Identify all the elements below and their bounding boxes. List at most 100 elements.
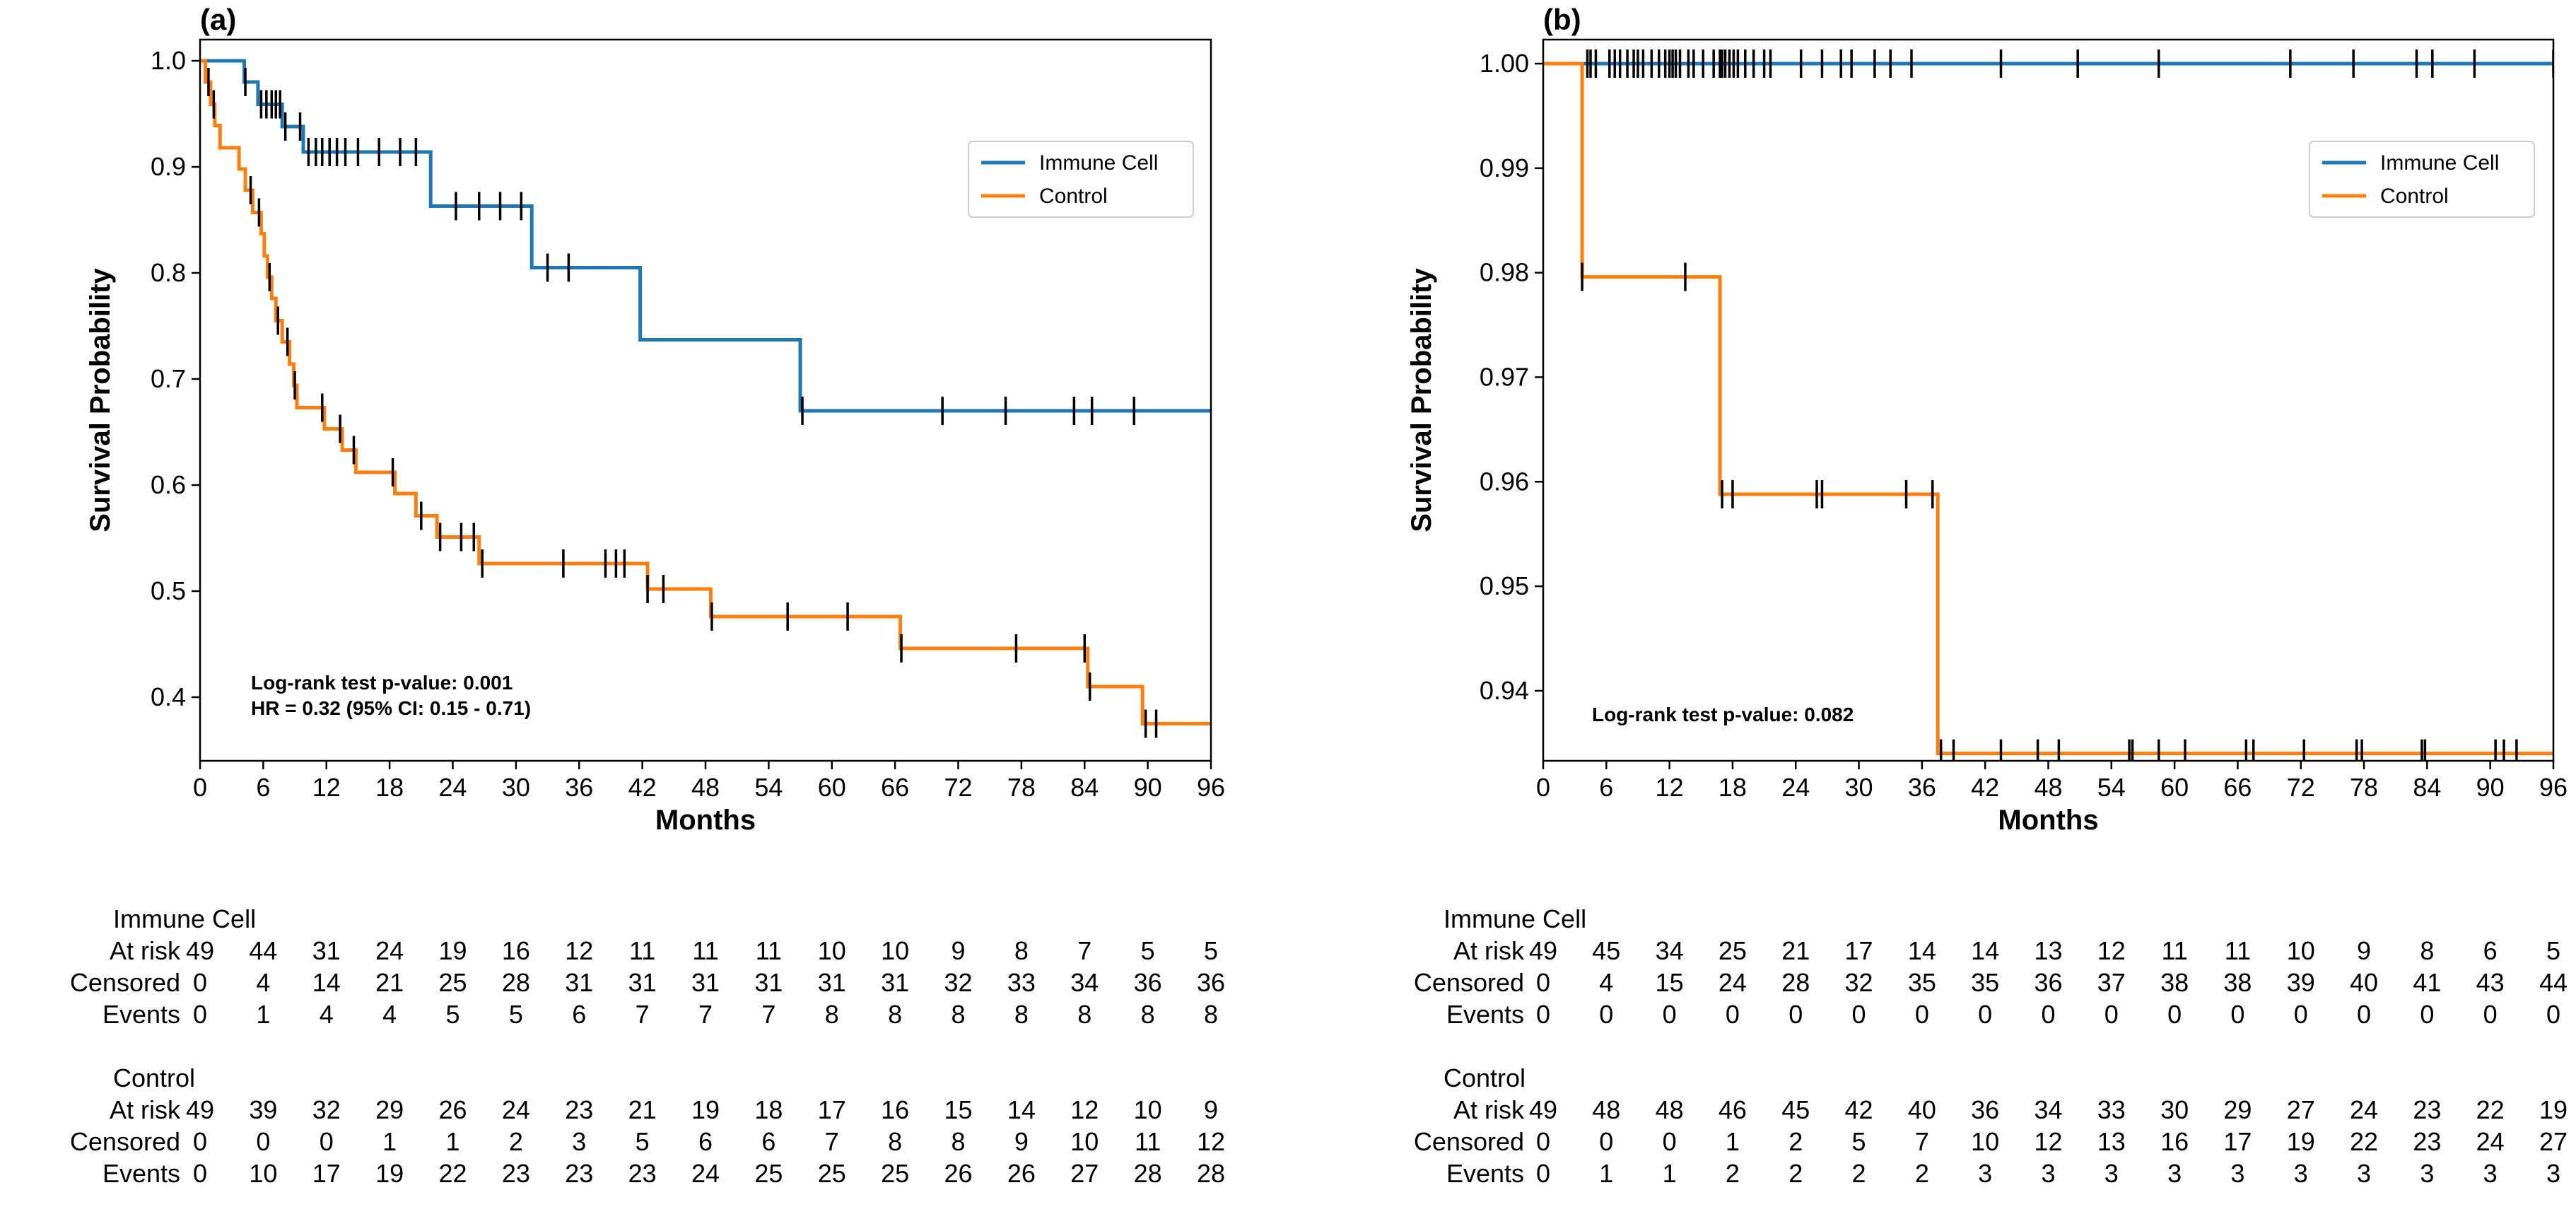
risk-cell: 21 <box>1781 936 1810 965</box>
risk-cell: 1 <box>1726 1127 1740 1156</box>
risk-cell: 14 <box>1908 936 1936 965</box>
y-tick-label: 0.4 <box>151 682 186 711</box>
risk-cell: 29 <box>375 1095 404 1124</box>
risk-cell: 5 <box>1204 936 1218 965</box>
x-tick-label: 66 <box>2223 773 2252 802</box>
risk-cell: 3 <box>2104 1159 2119 1188</box>
x-tick-label: 0 <box>193 773 207 802</box>
risk-cell: 2 <box>1788 1159 1803 1188</box>
risk-cell: 6 <box>2483 936 2498 965</box>
y-axis-title: Survival Probability <box>1406 268 1437 532</box>
risk-cell: 0 <box>1663 1127 1677 1156</box>
x-tick-label: 60 <box>818 773 846 802</box>
risk-cell: 28 <box>1197 1159 1225 1188</box>
risk-cell: 8 <box>888 1000 902 1029</box>
risk-cell: 37 <box>2097 968 2126 997</box>
x-tick-label: 42 <box>628 773 657 802</box>
risk-cell: 3 <box>2167 1159 2182 1188</box>
risk-cell: 32 <box>312 1095 341 1124</box>
risk-cell: 1 <box>445 1127 459 1156</box>
risk-cell: 3 <box>2546 1159 2560 1188</box>
risk-cell: 10 <box>2287 936 2315 965</box>
x-tick-label: 6 <box>256 773 270 802</box>
risk-cell: 0 <box>1536 1000 1550 1029</box>
risk-cell: 0 <box>193 968 207 997</box>
risk-cell: 43 <box>2476 968 2505 997</box>
stats-annotation: Log-rank test p-value: 0.082 <box>1592 704 1854 725</box>
x-tick-label: 18 <box>1719 773 1747 802</box>
risk-cell: 2 <box>1726 1159 1740 1188</box>
risk-group-title: Control <box>1444 1063 1526 1092</box>
risk-cell: 18 <box>754 1095 783 1124</box>
risk-cell: 0 <box>193 1159 207 1188</box>
risk-cell: 14 <box>1971 936 1999 965</box>
risk-cell: 5 <box>2546 936 2560 965</box>
risk-cell: 44 <box>249 936 277 965</box>
risk-cell: 0 <box>2357 1000 2371 1029</box>
risk-cell: 25 <box>881 1159 909 1188</box>
panel-a: (a)0 6 12 18 24 30 36 42 48 54 60 66 72 78 84 90 960.40.… <box>70 3 1225 1188</box>
x-tick-label: 84 <box>1070 773 1099 802</box>
panel-label: (b) <box>1543 3 1581 36</box>
x-tick-label: 60 <box>2160 773 2189 802</box>
risk-row-label: At risk <box>1453 936 1525 965</box>
risk-cell: 24 <box>2350 1095 2378 1124</box>
risk-cell: 49 <box>186 936 214 965</box>
risk-cell: 22 <box>2476 1095 2505 1124</box>
risk-cell: 28 <box>502 968 530 997</box>
risk-cell: 16 <box>2160 1127 2189 1156</box>
panel-label: (a) <box>200 3 236 36</box>
x-tick-label: 30 <box>1845 773 1873 802</box>
risk-cell: 5 <box>509 1000 523 1029</box>
x-tick-label: 96 <box>2539 773 2568 802</box>
risk-cell: 1 <box>382 1127 397 1156</box>
x-tick-label: 6 <box>1599 773 1613 802</box>
survival-curve-control <box>1543 62 2553 756</box>
y-tick-label: 0.96 <box>1480 467 1529 496</box>
risk-cell: 0 <box>2230 1000 2244 1029</box>
risk-cell: 6 <box>698 1127 713 1156</box>
risk-cell: 3 <box>2483 1159 2498 1188</box>
legend-label: Control <box>2380 185 2449 208</box>
risk-cell: 21 <box>628 1095 657 1124</box>
x-axis-title: Months <box>1998 805 2098 836</box>
risk-row-label: Events <box>1446 1159 1524 1188</box>
risk-cell: 12 <box>2097 936 2126 965</box>
risk-cell: 0 <box>1536 968 1550 997</box>
risk-cell: 14 <box>1007 1095 1036 1124</box>
risk-cell: 0 <box>1536 1159 1550 1188</box>
risk-cell: 17 <box>818 1095 846 1124</box>
legend-label: Control <box>1039 185 1108 208</box>
legend-label: Immune Cell <box>2380 151 2499 175</box>
x-tick-label: 90 <box>1134 773 1162 802</box>
risk-row-label: Censored <box>70 1127 180 1156</box>
risk-cell: 14 <box>312 968 341 997</box>
risk-cell: 10 <box>1134 1095 1162 1124</box>
risk-cell: 49 <box>186 1095 214 1124</box>
risk-cell: 4 <box>382 1000 397 1029</box>
x-tick-label: 12 <box>1656 773 1684 802</box>
risk-cell: 23 <box>565 1159 593 1188</box>
risk-cell: 12 <box>1197 1127 1225 1156</box>
risk-cell: 10 <box>1070 1127 1099 1156</box>
risk-row-label: Censored <box>1414 1127 1524 1156</box>
risk-cell: 0 <box>1599 1127 1613 1156</box>
risk-cell: 27 <box>1070 1159 1099 1188</box>
risk-cell: 31 <box>754 968 783 997</box>
risk-cell: 25 <box>1719 936 1747 965</box>
risk-row-label: At risk <box>110 1095 181 1124</box>
risk-cell: 6 <box>761 1127 775 1156</box>
y-tick-label: 1.00 <box>1480 49 1529 78</box>
risk-cell: 0 <box>1536 1127 1550 1156</box>
x-tick-label: 36 <box>1908 773 1936 802</box>
risk-cell: 0 <box>193 1000 207 1029</box>
risk-group-title: Immune Cell <box>1444 904 1586 933</box>
risk-row-label: At risk <box>1453 1095 1525 1124</box>
x-tick-label: 84 <box>2413 773 2441 802</box>
risk-cell: 39 <box>249 1095 277 1124</box>
risk-cell: 3 <box>1978 1159 1992 1188</box>
y-tick-label: 1.0 <box>151 46 186 75</box>
risk-cell: 38 <box>2160 968 2189 997</box>
risk-cell: 23 <box>565 1095 593 1124</box>
x-tick-label: 72 <box>2287 773 2315 802</box>
